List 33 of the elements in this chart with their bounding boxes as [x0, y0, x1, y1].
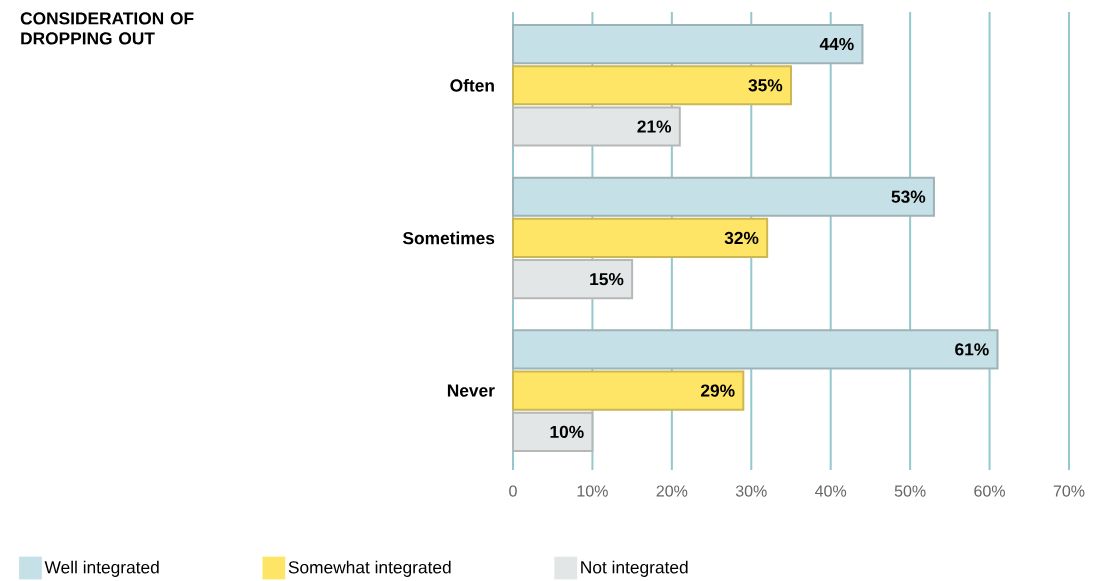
legend-label: Not integrated [581, 560, 688, 577]
data-label: 10% [550, 425, 584, 438]
bar [511, 370, 745, 411]
x-tick-label: 40% [815, 485, 847, 497]
y-tick-label: Never [447, 384, 495, 397]
x-tick-label: 20% [656, 485, 688, 497]
bar [511, 106, 681, 147]
text: CONSIDERATION OF DROPPING OUT [20, 12, 194, 45]
x-tick-label: 10% [577, 485, 608, 497]
bar [511, 259, 634, 300]
data-label: 29% [700, 384, 735, 397]
x-tick-label: 60% [974, 485, 1005, 497]
bar [511, 176, 935, 217]
bar [511, 65, 792, 106]
y-tick-label: Often [450, 78, 494, 92]
bar [511, 217, 769, 259]
bar [511, 411, 594, 452]
y-tick-label: Sometimes [402, 231, 495, 245]
data-label: 35% [748, 79, 783, 92]
x-tick-label: 30% [735, 485, 767, 497]
data-label: 44% [819, 37, 854, 51]
legend-label: Well integrated [44, 560, 159, 577]
x-tick-label: 0 [509, 485, 517, 497]
data-label: 53% [891, 190, 926, 203]
x-tick-label: 50% [894, 485, 926, 497]
bar [511, 23, 864, 65]
data-label: 61% [955, 343, 989, 356]
legend-label: Somewhat integrated [288, 560, 451, 577]
x-tick-label: 70% [1053, 485, 1085, 497]
data-label: 32% [724, 231, 759, 245]
data-label: 21% [637, 120, 672, 133]
data-label: 15% [590, 273, 624, 286]
bar [511, 329, 999, 370]
